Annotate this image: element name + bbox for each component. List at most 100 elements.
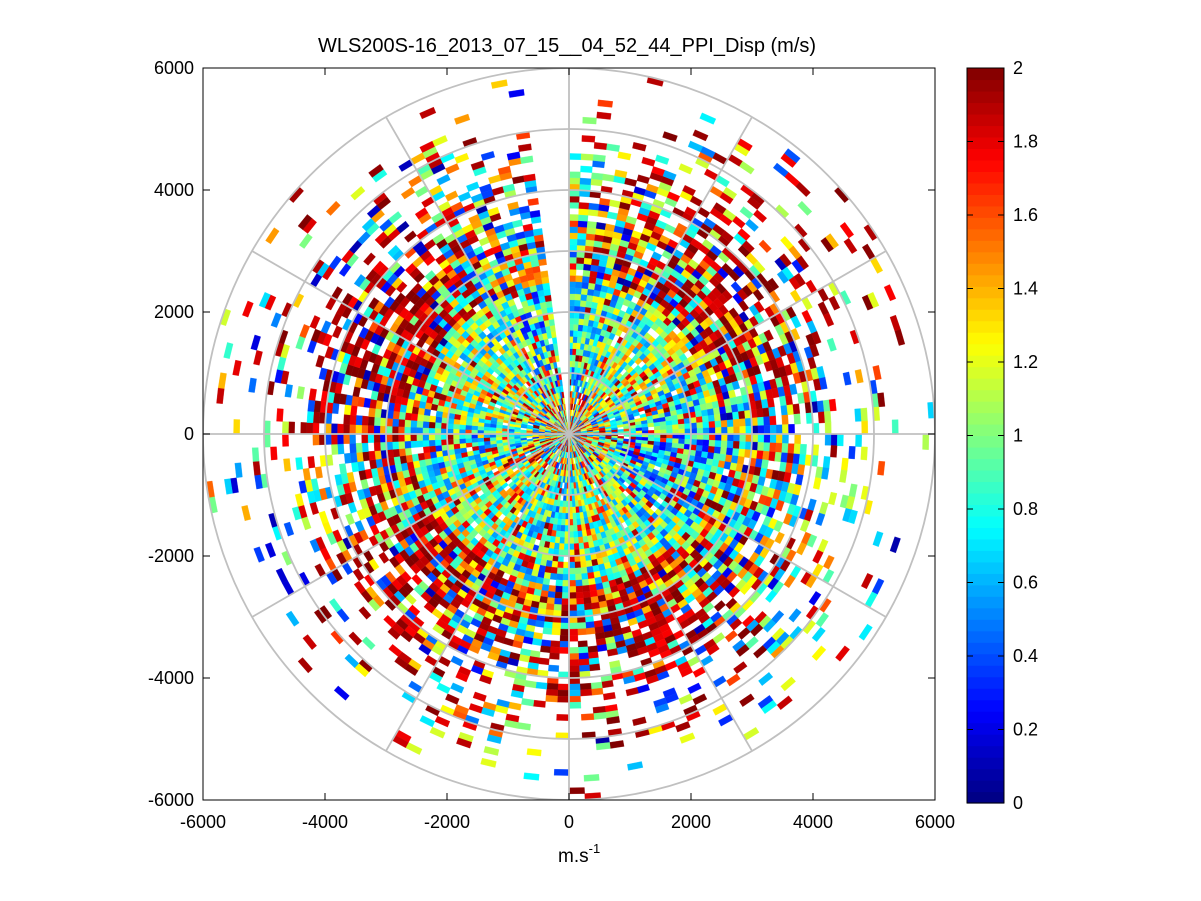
ppi-cell (585, 560, 593, 568)
ppi-cell (582, 585, 590, 593)
ppi-cell (548, 664, 560, 672)
ppi-cell (453, 423, 460, 430)
ppi-cell (368, 407, 376, 418)
ppi-cell (392, 448, 400, 458)
ppi-cell (795, 181, 811, 198)
ppi-cell (459, 447, 468, 454)
ppi-cell (576, 263, 585, 271)
ppi-cell (520, 429, 527, 433)
ppi-cell (793, 443, 801, 455)
ppi-cell (769, 415, 777, 426)
ppi-cell (839, 222, 855, 239)
ppi-cell (715, 433, 722, 441)
ppi-cell (568, 220, 579, 227)
ppi-cell (572, 506, 577, 514)
ppi-cell (867, 291, 880, 309)
ppi-cell (574, 567, 582, 575)
ppi-cell (796, 542, 807, 556)
ppi-cell (282, 433, 289, 447)
ppi-cell (670, 414, 679, 421)
ppi-cell (587, 288, 595, 296)
ppi-cell (585, 621, 595, 629)
ppi-cell (582, 275, 590, 283)
ppi-cell (578, 652, 589, 660)
ppi-cell (568, 695, 581, 703)
ppi-cell (374, 408, 382, 418)
ppi-cell (758, 672, 774, 686)
ppi-cell (573, 324, 579, 331)
ppi-cell (894, 329, 906, 346)
ppi-cell (416, 433, 423, 441)
ppi-cell (580, 560, 587, 568)
ppi-cell (641, 423, 649, 428)
ppi-cell (655, 703, 670, 714)
ppi-cell (785, 394, 793, 406)
ppi-cell (568, 293, 576, 301)
ppi-cell (568, 287, 576, 294)
ppi-cell (355, 424, 362, 435)
ppi-cell (835, 645, 850, 662)
ppi-cell (769, 433, 777, 444)
ppi-cell (798, 454, 807, 466)
ppi-cell (585, 239, 595, 247)
ppi-cell (757, 425, 765, 435)
ppi-cell (306, 410, 314, 423)
ppi-cell (713, 413, 722, 422)
ppi-cell (344, 452, 352, 464)
ppi-cell (702, 421, 710, 429)
ppi-cell (695, 416, 703, 423)
ppi-cell (666, 438, 673, 444)
ppi-cell (678, 423, 685, 430)
ppi-cell (757, 416, 765, 426)
ppi-cell (559, 531, 565, 538)
ppi-cell (701, 409, 709, 417)
ppi-cell (692, 129, 709, 142)
ppi-cell (306, 422, 314, 435)
ppi-cell (572, 336, 578, 343)
ppi-cell (679, 732, 696, 744)
ppi-cell (588, 202, 600, 211)
ppi-cell (391, 433, 399, 442)
ppi-cell (417, 407, 425, 416)
ppi-cell (721, 433, 728, 442)
ppi-cell (889, 536, 901, 554)
ppi-cell (568, 683, 581, 691)
ppi-cell (568, 202, 580, 209)
ppi-cell (428, 439, 436, 447)
ppi-cell (392, 441, 399, 450)
ppi-cell (578, 202, 590, 210)
ppi-cell (586, 227, 597, 235)
ppi-cell (753, 209, 768, 223)
ppi-cell (836, 433, 844, 447)
ppi-cell (477, 437, 485, 443)
ppi-cell (581, 578, 590, 587)
ppi-cell (627, 649, 639, 659)
ppi-cell (557, 561, 564, 569)
ppi-cell (435, 450, 443, 458)
ppi-cell (587, 578, 596, 586)
ppi-cell (811, 331, 822, 345)
ppi-cell (774, 451, 782, 463)
ppi-cell (761, 699, 778, 715)
ppi-cell (459, 442, 467, 449)
ppi-cell (283, 458, 291, 472)
ppi-cell (551, 622, 561, 630)
ppi-cell (533, 699, 546, 708)
ppi-cell (769, 424, 777, 435)
ppi-cell (828, 491, 838, 506)
ppi-cell (781, 414, 789, 425)
ppi-cell (575, 512, 581, 520)
ppi-cell (546, 597, 555, 605)
ppi-cell (707, 408, 715, 416)
ppi-cell (696, 439, 704, 446)
ppi-cell (761, 459, 769, 470)
ppi-cell (422, 427, 429, 435)
ppi-cell (398, 448, 406, 457)
ppi-cell (339, 463, 347, 475)
ppi-cell (858, 623, 873, 641)
ppi-cell (595, 222, 607, 230)
ppi-cell (727, 433, 734, 442)
ppi-cell (707, 446, 715, 454)
ppi-cell (641, 426, 649, 431)
ppi-cell (756, 450, 764, 460)
